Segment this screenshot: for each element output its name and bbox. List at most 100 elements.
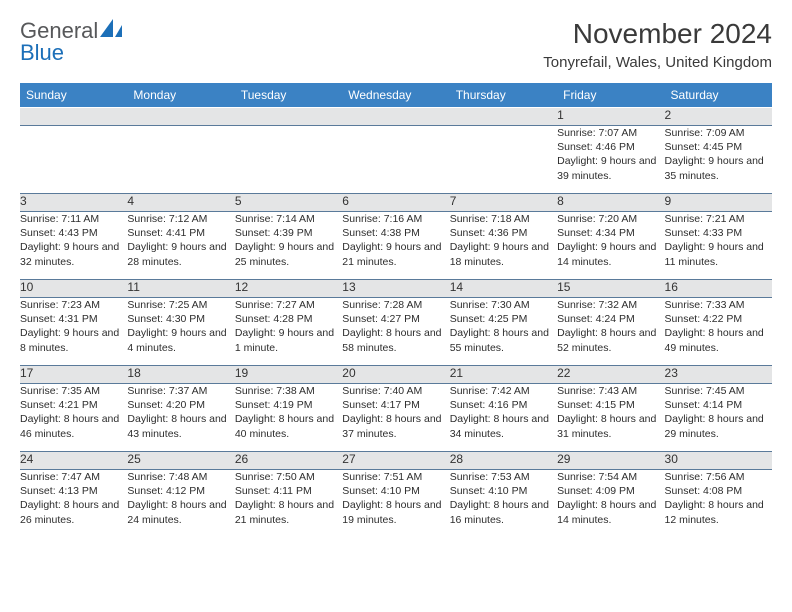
sunrise-text: Sunrise: 7:56 AM <box>665 470 772 484</box>
sunrise-text: Sunrise: 7:25 AM <box>127 298 234 312</box>
daylight-text: Daylight: 8 hours and 31 minutes. <box>557 412 664 440</box>
day-number: 20 <box>342 366 355 380</box>
day-number-cell: 3 <box>20 194 127 212</box>
day-number: 10 <box>20 280 33 294</box>
day-number-cell: 15 <box>557 280 664 298</box>
day-number-cell: 7 <box>450 194 557 212</box>
sunrise-text: Sunrise: 7:53 AM <box>450 470 557 484</box>
day-number: 2 <box>665 108 672 122</box>
day-content-cell: Sunrise: 7:23 AMSunset: 4:31 PMDaylight:… <box>20 298 127 366</box>
sunrise-text: Sunrise: 7:51 AM <box>342 470 449 484</box>
day-number-cell: 14 <box>450 280 557 298</box>
daylight-text: Daylight: 8 hours and 16 minutes. <box>450 498 557 526</box>
day-content-cell: Sunrise: 7:35 AMSunset: 4:21 PMDaylight:… <box>20 384 127 452</box>
day-content-cell: Sunrise: 7:48 AMSunset: 4:12 PMDaylight:… <box>127 470 234 538</box>
day-number: 28 <box>450 452 463 466</box>
day-content-row: Sunrise: 7:47 AMSunset: 4:13 PMDaylight:… <box>20 470 772 538</box>
day-number: 14 <box>450 280 463 294</box>
sunrise-text: Sunrise: 7:38 AM <box>235 384 342 398</box>
day-content-cell: Sunrise: 7:53 AMSunset: 4:10 PMDaylight:… <box>450 470 557 538</box>
daylight-text: Daylight: 8 hours and 43 minutes. <box>127 412 234 440</box>
sunset-text: Sunset: 4:43 PM <box>20 226 127 240</box>
day-number: 16 <box>665 280 678 294</box>
sunrise-text: Sunrise: 7:47 AM <box>20 470 127 484</box>
day-number: 17 <box>20 366 33 380</box>
day-number-cell <box>342 108 449 126</box>
daylight-text: Daylight: 8 hours and 24 minutes. <box>127 498 234 526</box>
daylight-text: Daylight: 8 hours and 29 minutes. <box>665 412 772 440</box>
day-number-cell: 17 <box>20 366 127 384</box>
day-number-cell: 4 <box>127 194 234 212</box>
weekday-header: Wednesday <box>342 83 449 108</box>
day-content-cell: Sunrise: 7:54 AMSunset: 4:09 PMDaylight:… <box>557 470 664 538</box>
sunrise-text: Sunrise: 7:09 AM <box>665 126 772 140</box>
sunrise-text: Sunrise: 7:43 AM <box>557 384 664 398</box>
daylight-text: Daylight: 9 hours and 8 minutes. <box>20 326 127 354</box>
sunset-text: Sunset: 4:46 PM <box>557 140 664 154</box>
day-content-cell: Sunrise: 7:16 AMSunset: 4:38 PMDaylight:… <box>342 212 449 280</box>
day-content-cell: Sunrise: 7:37 AMSunset: 4:20 PMDaylight:… <box>127 384 234 452</box>
day-number-cell: 5 <box>235 194 342 212</box>
sunset-text: Sunset: 4:24 PM <box>557 312 664 326</box>
day-content-cell: Sunrise: 7:28 AMSunset: 4:27 PMDaylight:… <box>342 298 449 366</box>
day-number: 29 <box>557 452 570 466</box>
day-number-cell: 6 <box>342 194 449 212</box>
day-number: 1 <box>557 108 564 122</box>
day-number-cell: 8 <box>557 194 664 212</box>
location: Tonyrefail, Wales, United Kingdom <box>543 54 772 71</box>
day-number-cell: 19 <box>235 366 342 384</box>
day-content-cell: Sunrise: 7:43 AMSunset: 4:15 PMDaylight:… <box>557 384 664 452</box>
day-number: 24 <box>20 452 33 466</box>
sunrise-text: Sunrise: 7:18 AM <box>450 212 557 226</box>
sunrise-text: Sunrise: 7:45 AM <box>665 384 772 398</box>
day-number-cell: 24 <box>20 452 127 470</box>
day-content-cell <box>342 126 449 194</box>
weekday-header: Sunday <box>20 83 127 108</box>
sunset-text: Sunset: 4:17 PM <box>342 398 449 412</box>
daylight-text: Daylight: 8 hours and 49 minutes. <box>665 326 772 354</box>
sunrise-text: Sunrise: 7:20 AM <box>557 212 664 226</box>
title-block: November 2024 Tonyrefail, Wales, United … <box>543 18 772 71</box>
sunset-text: Sunset: 4:16 PM <box>450 398 557 412</box>
day-number: 30 <box>665 452 678 466</box>
day-number-row: 345 67 89 <box>20 194 772 212</box>
day-number-cell: 11 <box>127 280 234 298</box>
weekday-header: Tuesday <box>235 83 342 108</box>
sunset-text: Sunset: 4:39 PM <box>235 226 342 240</box>
day-content-row: Sunrise: 7:35 AMSunset: 4:21 PMDaylight:… <box>20 384 772 452</box>
day-number: 12 <box>235 280 248 294</box>
sunset-text: Sunset: 4:28 PM <box>235 312 342 326</box>
daylight-text: Daylight: 9 hours and 1 minute. <box>235 326 342 354</box>
daylight-text: Daylight: 8 hours and 12 minutes. <box>665 498 772 526</box>
day-content-row: Sunrise: 7:07 AMSunset: 4:46 PMDaylight:… <box>20 126 772 194</box>
sunset-text: Sunset: 4:20 PM <box>127 398 234 412</box>
sunrise-text: Sunrise: 7:48 AM <box>127 470 234 484</box>
day-content-cell: Sunrise: 7:51 AMSunset: 4:10 PMDaylight:… <box>342 470 449 538</box>
day-content-cell <box>127 126 234 194</box>
day-number-cell: 12 <box>235 280 342 298</box>
month-title: November 2024 <box>543 18 772 50</box>
sunset-text: Sunset: 4:13 PM <box>20 484 127 498</box>
day-content-cell: Sunrise: 7:25 AMSunset: 4:30 PMDaylight:… <box>127 298 234 366</box>
sunrise-text: Sunrise: 7:12 AM <box>127 212 234 226</box>
day-number-cell: 18 <box>127 366 234 384</box>
day-number: 27 <box>342 452 355 466</box>
brand-logo: General Blue <box>20 18 126 66</box>
daylight-text: Daylight: 9 hours and 18 minutes. <box>450 240 557 268</box>
day-content-cell: Sunrise: 7:21 AMSunset: 4:33 PMDaylight:… <box>665 212 772 280</box>
day-number: 7 <box>450 194 457 208</box>
day-number: 22 <box>557 366 570 380</box>
sunset-text: Sunset: 4:41 PM <box>127 226 234 240</box>
day-content-cell: Sunrise: 7:20 AMSunset: 4:34 PMDaylight:… <box>557 212 664 280</box>
sunset-text: Sunset: 4:08 PM <box>665 484 772 498</box>
daylight-text: Daylight: 9 hours and 21 minutes. <box>342 240 449 268</box>
day-content-cell: Sunrise: 7:33 AMSunset: 4:22 PMDaylight:… <box>665 298 772 366</box>
day-content-cell: Sunrise: 7:18 AMSunset: 4:36 PMDaylight:… <box>450 212 557 280</box>
day-number: 5 <box>235 194 242 208</box>
sunrise-text: Sunrise: 7:40 AM <box>342 384 449 398</box>
day-number-cell: 20 <box>342 366 449 384</box>
sunset-text: Sunset: 4:36 PM <box>450 226 557 240</box>
sunset-text: Sunset: 4:14 PM <box>665 398 772 412</box>
day-number: 9 <box>665 194 672 208</box>
sunrise-text: Sunrise: 7:54 AM <box>557 470 664 484</box>
